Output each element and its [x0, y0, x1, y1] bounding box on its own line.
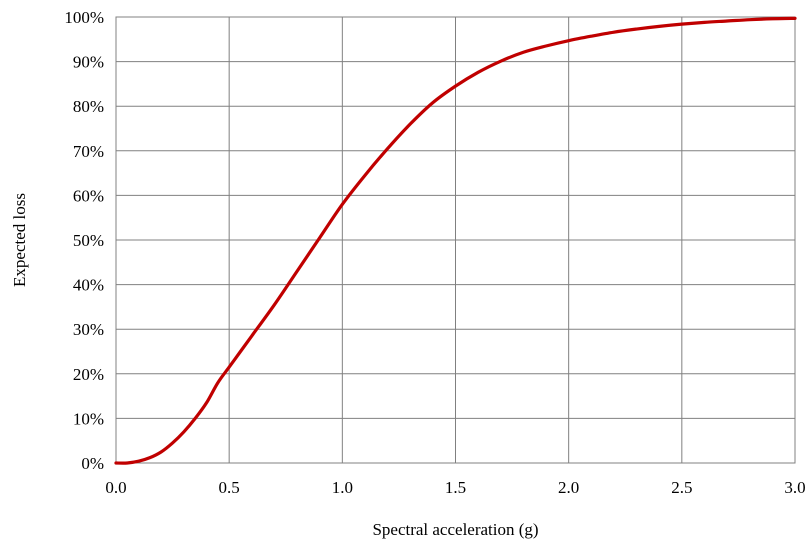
y-axis-title: Expected loss [10, 193, 29, 287]
y-tick-label: 50% [73, 231, 104, 250]
x-tick-label: 3.0 [784, 478, 805, 497]
x-axis-ticks: 0.0 0.5 1.0 1.5 2.0 2.5 3.0 [105, 478, 805, 497]
x-tick-label: 2.5 [671, 478, 692, 497]
y-tick-label: 90% [73, 53, 104, 72]
y-axis-ticks: 0% 10% 20% 30% 40% 50% 60% 70% 80% 90% 100% [64, 8, 104, 473]
x-tick-label: 0.5 [219, 478, 240, 497]
x-tick-label: 1.5 [445, 478, 466, 497]
y-tick-label: 20% [73, 365, 104, 384]
gridlines [115, 16, 796, 464]
expected-loss-line [114, 16, 797, 465]
y-tick-label: 60% [73, 186, 104, 205]
y-tick-label: 30% [73, 320, 104, 339]
y-tick-label: 10% [73, 409, 104, 428]
x-tick-label: 2.0 [558, 478, 579, 497]
x-axis-title: Spectral acceleration (g) [372, 520, 538, 539]
y-tick-label: 0% [81, 454, 104, 473]
plot-area [115, 16, 796, 464]
y-tick-label: 40% [73, 276, 104, 295]
y-tick-label: 100% [64, 8, 104, 27]
x-tick-label: 1.0 [332, 478, 353, 497]
y-tick-label: 70% [73, 142, 104, 161]
x-tick-label: 0.0 [105, 478, 126, 497]
y-tick-label: 80% [73, 97, 104, 116]
